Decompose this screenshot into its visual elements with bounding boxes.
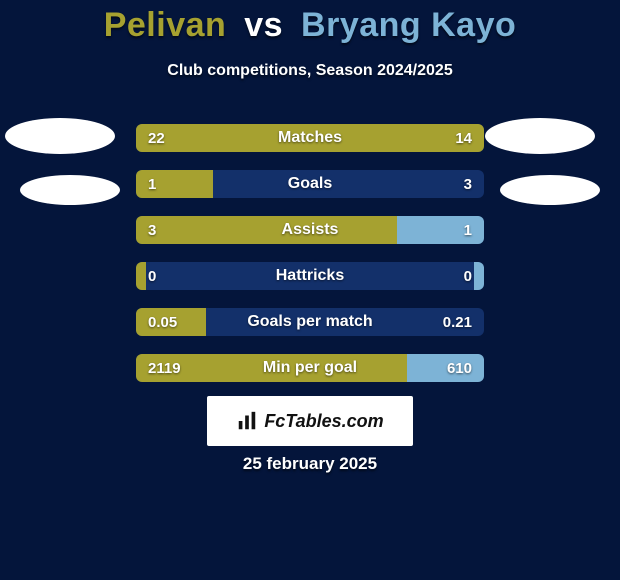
brand-badge: FcTables.com bbox=[207, 396, 413, 446]
stat-row: 13Goals bbox=[136, 170, 484, 198]
stat-label: Goals per match bbox=[136, 308, 484, 336]
ellipse-deco bbox=[20, 175, 120, 205]
stats-bars: 2214Matches 13Goals 31Assists 00Hattricks 0.… bbox=[136, 124, 484, 400]
stat-row: 2119610Min per goal bbox=[136, 354, 484, 382]
title-player1: Pelivan bbox=[104, 6, 227, 44]
stat-label: Goals bbox=[136, 170, 484, 198]
ellipse-deco bbox=[5, 118, 115, 154]
comparison-infographic: Pelivan vs Bryang Kayo Club competitions… bbox=[0, 0, 620, 580]
title-vs: vs bbox=[244, 6, 283, 44]
ellipse-deco bbox=[485, 118, 595, 154]
date-label: 25 february 2025 bbox=[0, 454, 620, 474]
brand-text: FcTables.com bbox=[264, 411, 383, 432]
stat-label: Matches bbox=[136, 124, 484, 152]
stat-label: Min per goal bbox=[136, 354, 484, 382]
stat-label: Assists bbox=[136, 216, 484, 244]
title-player2: Bryang Kayo bbox=[301, 6, 516, 44]
stat-row: 2214Matches bbox=[136, 124, 484, 152]
bar-chart-icon bbox=[236, 410, 258, 432]
subtitle: Club competitions, Season 2024/2025 bbox=[0, 62, 620, 80]
stat-row: 31Assists bbox=[136, 216, 484, 244]
ellipse-deco bbox=[500, 175, 600, 205]
stat-label: Hattricks bbox=[136, 262, 484, 290]
stat-row: 0.050.21Goals per match bbox=[136, 308, 484, 336]
stat-row: 00Hattricks bbox=[136, 262, 484, 290]
page-title: Pelivan vs Bryang Kayo bbox=[0, 6, 620, 45]
